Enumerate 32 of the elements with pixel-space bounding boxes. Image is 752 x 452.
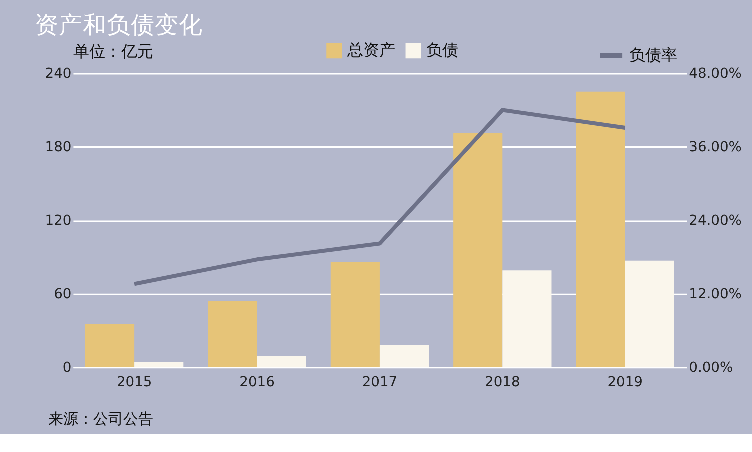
y-tick-label: 60 bbox=[54, 286, 72, 302]
x-tick-label: 2018 bbox=[485, 374, 520, 391]
bar bbox=[380, 345, 430, 368]
x-tick-label: 2019 bbox=[608, 374, 643, 391]
y2-tick-label: 48.00% bbox=[689, 66, 742, 82]
x-tick-label: 2015 bbox=[116, 374, 152, 391]
y2-tick-label: 12.00% bbox=[689, 286, 742, 302]
bar bbox=[330, 262, 380, 368]
legend-label: 负债 bbox=[426, 40, 458, 60]
y2-tick-label: 0.00% bbox=[689, 360, 734, 376]
bar bbox=[208, 301, 258, 368]
y-tick-label: 240 bbox=[45, 66, 72, 82]
y-axis-title: 单位：亿元 bbox=[74, 42, 154, 62]
y-tick-label: 180 bbox=[45, 139, 72, 156]
y-tick-label: 120 bbox=[45, 212, 72, 229]
x-tick-label: 2016 bbox=[240, 374, 275, 391]
bar bbox=[134, 362, 184, 368]
y2-tick-label: 24.00% bbox=[689, 212, 742, 229]
legend-label: 负债率 bbox=[629, 46, 678, 65]
bar bbox=[454, 134, 503, 368]
bar bbox=[576, 92, 626, 368]
bar bbox=[502, 270, 552, 368]
legend-label: 总资产 bbox=[346, 40, 396, 60]
y-tick-label: 0 bbox=[62, 360, 72, 376]
bar bbox=[85, 324, 135, 368]
y2-tick-label: 36.00% bbox=[689, 139, 742, 156]
line-series bbox=[132, 108, 628, 286]
chart-title: 资产和负债变化 bbox=[34, 10, 203, 39]
source-note: 来源：公司公告 bbox=[48, 410, 154, 428]
x-tick-label: 2017 bbox=[362, 374, 398, 391]
bar bbox=[625, 260, 674, 368]
bar bbox=[257, 356, 306, 368]
